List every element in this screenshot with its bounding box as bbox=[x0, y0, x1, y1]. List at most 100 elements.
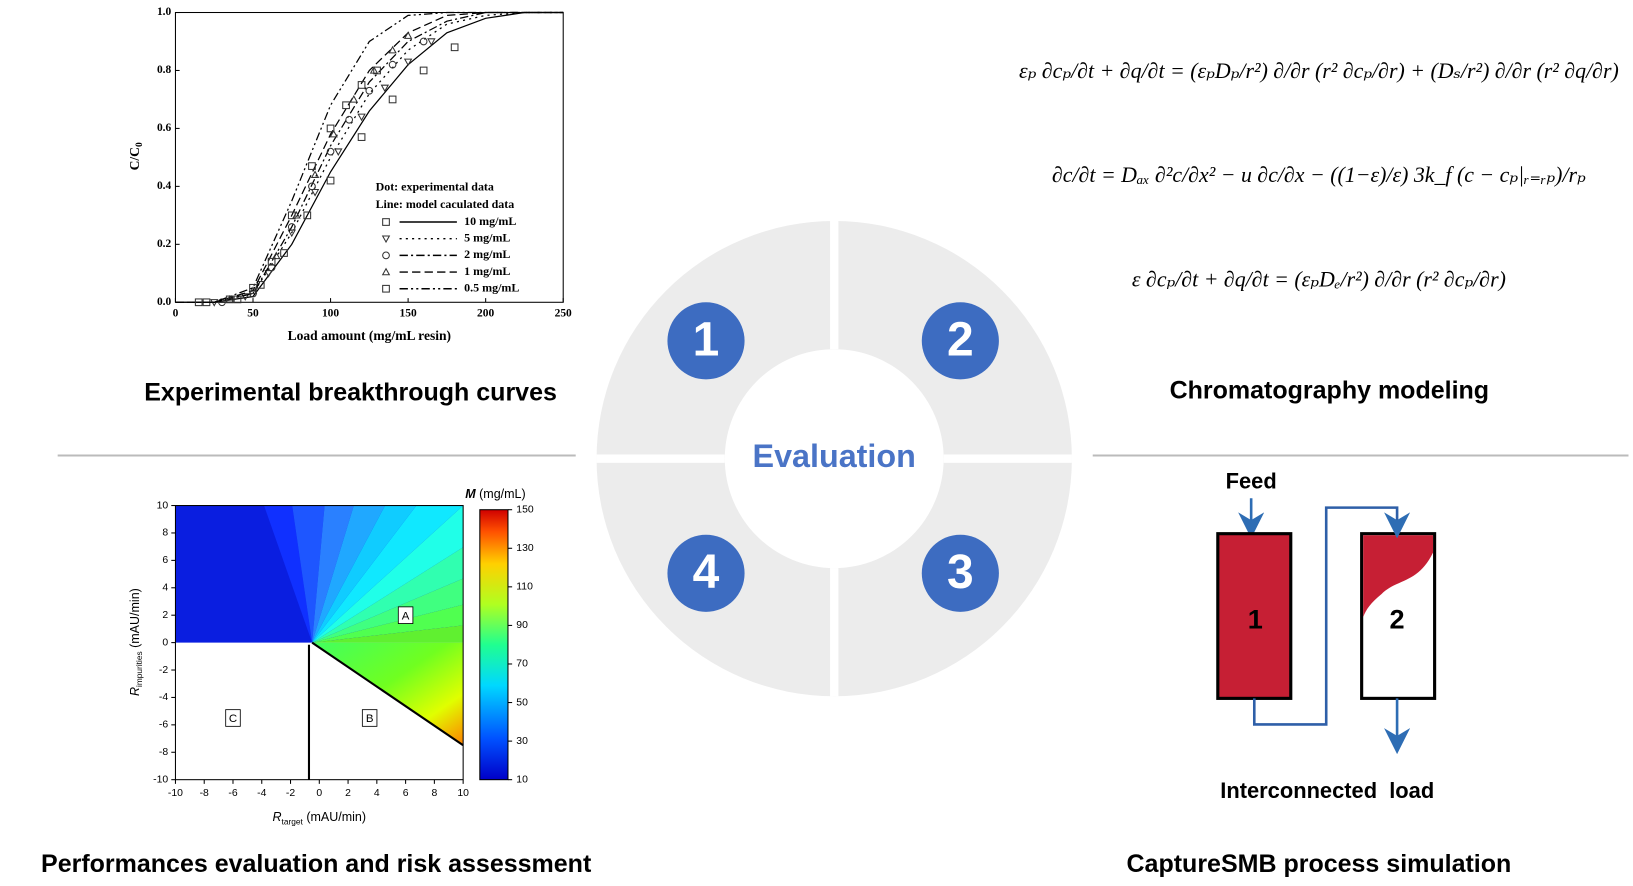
y-tick-label: 8 bbox=[162, 528, 168, 539]
y-tick-label: -6 bbox=[159, 720, 168, 731]
x-tick-label: 250 bbox=[555, 307, 572, 319]
wheel-gap bbox=[596, 454, 725, 463]
data-point bbox=[403, 31, 413, 39]
data-point bbox=[194, 298, 203, 307]
data-point bbox=[450, 43, 459, 52]
x-tick-label: 150 bbox=[400, 307, 417, 319]
y-tick-label: -10 bbox=[153, 774, 168, 785]
step-badge bbox=[667, 302, 745, 380]
x-tick-label: 10 bbox=[457, 788, 469, 799]
data-point bbox=[326, 176, 335, 185]
y-unit: (mAU/min) bbox=[128, 588, 142, 651]
wheel-hub bbox=[724, 349, 944, 569]
step-badge bbox=[667, 534, 745, 612]
legend-marker bbox=[382, 251, 390, 260]
contour-band bbox=[312, 604, 464, 643]
x-axis-label: Rtarget (mAU/min) bbox=[273, 811, 367, 827]
data-point bbox=[310, 188, 320, 197]
panel-title: Performances evaluation and risk assessm… bbox=[41, 850, 592, 878]
x-symbol: R bbox=[273, 811, 282, 825]
data-point bbox=[345, 115, 354, 124]
x-tick-label: -4 bbox=[257, 788, 266, 799]
x-tick-label: 50 bbox=[247, 307, 259, 319]
y-tick-label: -2 bbox=[159, 665, 168, 676]
data-point bbox=[357, 113, 366, 122]
y-tick-label: 6 bbox=[162, 555, 168, 566]
data-point bbox=[310, 170, 320, 178]
legend-label: 1 mg/mL bbox=[464, 264, 510, 278]
data-point bbox=[403, 58, 413, 67]
y-tick-label: 0 bbox=[162, 637, 168, 648]
data-point bbox=[427, 38, 436, 46]
data-point bbox=[388, 95, 397, 104]
legend-marker bbox=[382, 218, 390, 226]
region-label: C bbox=[229, 713, 237, 725]
data-point bbox=[419, 66, 428, 75]
caption: Interconnected load bbox=[1220, 778, 1434, 803]
colorbar-tick-label: 90 bbox=[516, 620, 528, 631]
x-tick-label: 0 bbox=[173, 307, 179, 319]
data-point bbox=[342, 101, 350, 110]
capture-smb: Feed 1 2 Interconnected load bbox=[1216, 468, 1437, 803]
data-point bbox=[357, 81, 366, 89]
column-label: 2 bbox=[1390, 603, 1405, 634]
region-box bbox=[225, 709, 241, 727]
data-point bbox=[264, 270, 273, 278]
data-point bbox=[419, 37, 428, 46]
data-point bbox=[365, 86, 374, 95]
colorbar-tick-label: 150 bbox=[516, 504, 534, 515]
y-symbol: R bbox=[128, 687, 142, 696]
data-point bbox=[349, 95, 359, 103]
colorbar-tick-label: 70 bbox=[516, 659, 528, 670]
data-point bbox=[308, 162, 316, 170]
panel-title: Chromatography modeling bbox=[1170, 377, 1489, 405]
boundary bbox=[311, 641, 464, 747]
data-point bbox=[308, 182, 316, 191]
data-point bbox=[357, 133, 366, 141]
x-subscript: target bbox=[282, 817, 304, 827]
legend-title: Dot: experimental data bbox=[376, 179, 494, 193]
data-point bbox=[329, 129, 338, 138]
wheel-gap bbox=[830, 568, 839, 697]
legend-title: Line: model caculated data bbox=[376, 197, 515, 211]
contour-chart: -10 -8 -6 -4 -2 0 2 4 6 8 10 -10 -8 -6 -4 -2 0 2 4 6 8 10 A B C 1… bbox=[153, 500, 534, 799]
y-tick-label: 10 bbox=[157, 500, 169, 511]
data-point bbox=[280, 249, 288, 257]
colorbar-label: M (mg/mL) bbox=[465, 487, 525, 501]
column-1 bbox=[1216, 532, 1293, 700]
step-badge bbox=[921, 534, 999, 612]
data-point bbox=[272, 251, 281, 260]
x-tick-label: -2 bbox=[286, 788, 295, 799]
y-tick-label: 1.0 bbox=[157, 6, 172, 18]
x-tick-label: 2 bbox=[345, 788, 351, 799]
y-axis-label-text: C/C bbox=[127, 147, 142, 170]
column-label: 1 bbox=[1248, 603, 1263, 634]
model-curve bbox=[175, 11, 564, 303]
y-axis-label: C/C0 bbox=[127, 142, 145, 170]
y-tick-label: 4 bbox=[162, 583, 168, 594]
data-point bbox=[241, 293, 250, 301]
data-point bbox=[267, 263, 276, 272]
region-box bbox=[397, 606, 414, 624]
colorbar-tick-label: 50 bbox=[516, 697, 528, 708]
interconnect-line bbox=[1252, 506, 1411, 726]
data-point bbox=[303, 211, 312, 220]
x-tick-label: -8 bbox=[200, 788, 209, 799]
contour-band bbox=[312, 505, 464, 643]
data-point bbox=[334, 148, 343, 157]
equation: εₚ ∂cₚ/∂t + ∂q/∂t = (εₚDₚ/r²) ∂/∂r (r² ∂… bbox=[1019, 59, 1619, 83]
cb-symbol: M bbox=[465, 487, 476, 501]
contour-band bbox=[312, 578, 464, 643]
x-tick-label: 8 bbox=[431, 788, 437, 799]
colorbar bbox=[479, 509, 509, 781]
y-tick-label: 0.0 bbox=[157, 296, 172, 308]
data-point bbox=[388, 60, 397, 69]
panel-title: CaptureSMB process simulation bbox=[1127, 850, 1512, 878]
equation: ε ∂cₚ/∂t + ∂q/∂t = (εₚDₑ/r²) ∂/∂r (r² ∂c… bbox=[1132, 267, 1506, 291]
cb-unit: (mg/mL) bbox=[476, 487, 526, 501]
y-tick-label: -8 bbox=[159, 747, 168, 758]
step-badge bbox=[921, 302, 999, 380]
data-point bbox=[225, 295, 234, 304]
y-tick-label: 0.2 bbox=[157, 238, 172, 250]
